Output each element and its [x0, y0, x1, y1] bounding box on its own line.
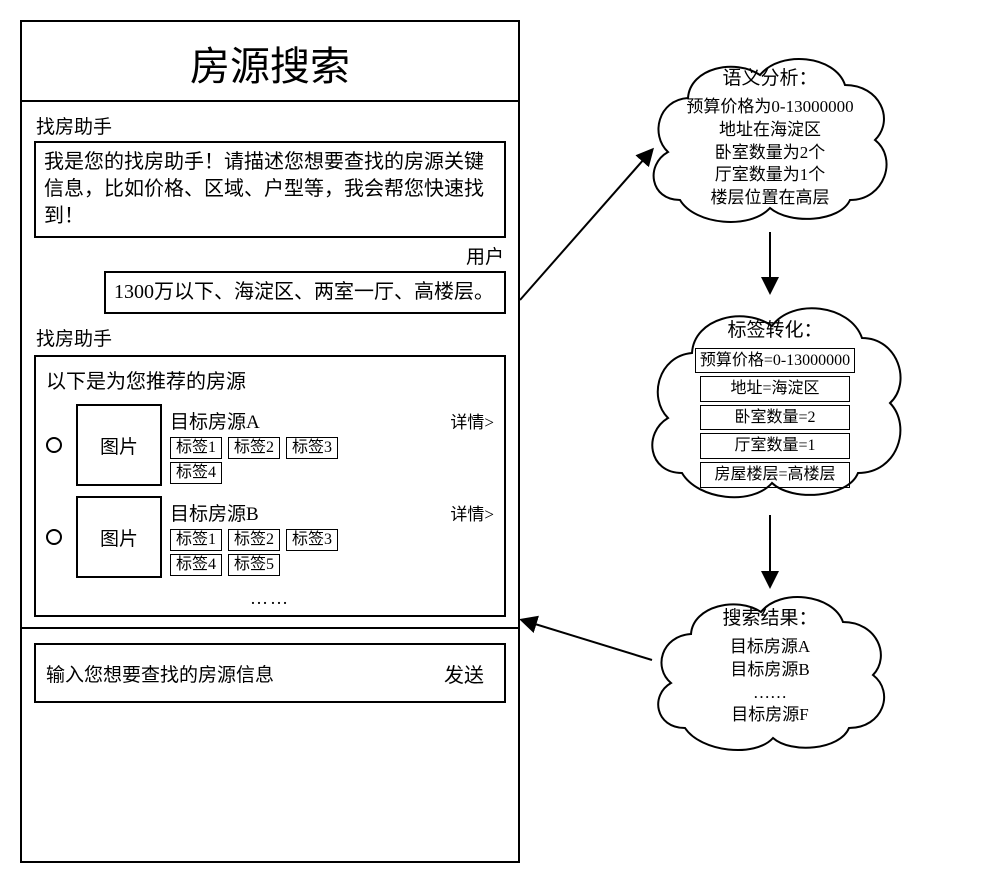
recommendations-box: 以下是为您推荐的房源 图片 目标房源A 详情> 标签1 标签2 标签3 标签4	[34, 355, 506, 617]
cloud-line: ……	[667, 682, 873, 705]
listing-body: 目标房源A 详情> 标签1 标签2 标签3 标签4	[170, 407, 494, 484]
cloud-line: 厅室数量为1个	[662, 164, 878, 187]
radio-icon[interactable]	[46, 529, 62, 545]
cloud-tag-box: 卧室数量=2	[700, 405, 850, 431]
cloud-line: 目标房源F	[667, 704, 873, 727]
ellipsis: ……	[46, 588, 494, 609]
listing-tag: 标签3	[286, 529, 338, 551]
cloud-line: 楼层位置在高层	[662, 187, 878, 210]
cloud-results-title: 搜索结果：	[667, 606, 873, 632]
listing-tag: 标签4	[170, 462, 222, 484]
assistant-bubble-intro: 我是您的找房助手！请描述您想要查找的房源关键信息，比如价格、区域、户型等，我会帮…	[34, 141, 506, 238]
listing-row[interactable]: 图片 目标房源B 详情> 标签1 标签2 标签3 标签4 标签5	[46, 496, 494, 578]
cloud-line: 卧室数量为2个	[662, 142, 878, 165]
cloud-tag-box: 厅室数量=1	[700, 433, 850, 459]
cloud-line: 目标房源B	[667, 659, 873, 682]
assistant-label-2: 找房助手	[36, 324, 518, 351]
details-link[interactable]: 详情>	[450, 408, 494, 433]
listing-row[interactable]: 图片 目标房源A 详情> 标签1 标签2 标签3 标签4	[46, 404, 494, 486]
listing-tag: 标签2	[228, 529, 280, 551]
listing-thumbnail[interactable]: 图片	[76, 404, 162, 486]
cloud-line: 地址在海淀区	[662, 119, 878, 142]
user-bubble: 1300万以下、海淀区、两室一厅、高楼层。	[104, 271, 506, 314]
cloud-tag-box: 预算价格=0-13000000	[695, 348, 855, 374]
chat-area: 找房助手 我是您的找房助手！请描述您想要查找的房源关键信息，比如价格、区域、户型…	[22, 102, 518, 314]
assistant-label-1: 找房助手	[36, 112, 506, 139]
listing-tag: 标签1	[170, 437, 222, 459]
listing-name: 目标房源A	[170, 407, 260, 434]
listing-tag: 标签3	[286, 437, 338, 459]
cloud-tags-title: 标签转化：	[662, 318, 888, 344]
listing-tag: 标签2	[228, 437, 280, 459]
cloud-tags: 标签转化： 预算价格=0-13000000 地址=海淀区 卧室数量=2 厅室数量…	[640, 288, 910, 518]
radio-icon[interactable]	[46, 437, 62, 453]
cloud-line: 预算价格为0-13000000	[662, 96, 878, 119]
cloud-tag-box: 房屋楼层=高楼层	[700, 462, 850, 488]
cloud-results: 搜索结果： 目标房源A 目标房源B …… 目标房源F	[645, 580, 895, 765]
listing-tag: 标签1	[170, 529, 222, 551]
cloud-semantic: 语义分析： 预算价格为0-13000000 地址在海淀区 卧室数量为2个 厅室数…	[640, 40, 900, 240]
input-bar: 输入您想要查找的房源信息 发送	[34, 643, 506, 703]
listing-tag: 标签5	[228, 554, 280, 576]
listing-name: 目标房源B	[170, 499, 259, 526]
cloud-line: 目标房源A	[667, 636, 873, 659]
recommendations-title: 以下是为您推荐的房源	[46, 365, 494, 394]
send-button[interactable]: 发送	[424, 645, 504, 701]
page-title: 房源搜索	[22, 22, 518, 102]
message-input[interactable]: 输入您想要查找的房源信息	[36, 645, 424, 701]
details-link[interactable]: 详情>	[450, 500, 494, 525]
listing-tag: 标签4	[170, 554, 222, 576]
phone-frame: 房源搜索 找房助手 我是您的找房助手！请描述您想要查找的房源关键信息，比如价格、…	[20, 20, 520, 863]
listing-thumbnail[interactable]: 图片	[76, 496, 162, 578]
cloud-tag-box: 地址=海淀区	[700, 376, 850, 402]
user-label: 用户	[36, 242, 504, 269]
cloud-semantic-title: 语义分析：	[662, 66, 878, 92]
listing-body: 目标房源B 详情> 标签1 标签2 标签3 标签4 标签5	[170, 499, 494, 576]
